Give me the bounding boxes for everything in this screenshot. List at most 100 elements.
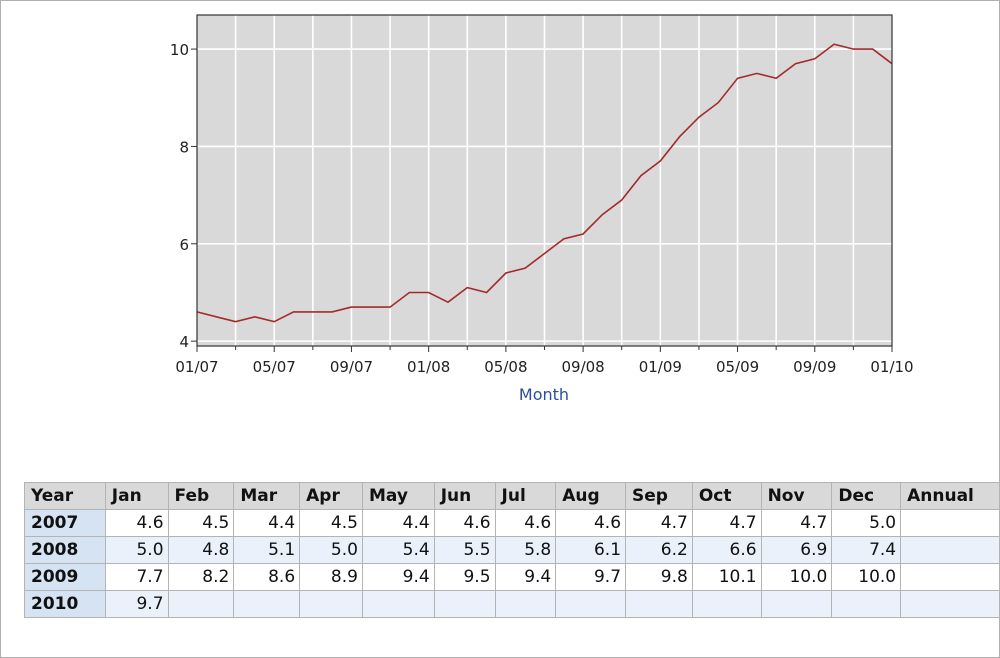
table-cell: 4.8 (167, 536, 235, 564)
column-header-jan: Jan (104, 482, 169, 510)
table-cell: 4.7 (691, 509, 762, 537)
table-cell: 5.1 (233, 536, 301, 564)
table-cell: 8.2 (167, 563, 235, 591)
x-tick-label: 01/07 (175, 358, 218, 376)
data-point (544, 253, 546, 255)
x-tick-label: 05/09 (716, 358, 759, 376)
table-cell: 4.7 (760, 509, 833, 537)
table-cell: 7.4 (831, 536, 902, 564)
y-tick-label: 8 (179, 138, 189, 156)
table-cell: 4.6 (104, 509, 169, 537)
x-tick-label: 05/07 (253, 358, 296, 376)
grid-lines (197, 15, 892, 346)
table-cell (900, 536, 1000, 564)
table-cell: 6.6 (691, 536, 762, 564)
table-cell: 4.6 (433, 509, 496, 537)
table-cell: 4.7 (625, 509, 693, 537)
data-point (659, 160, 661, 162)
row-year-label: 2010 (24, 590, 106, 618)
table-row: 2010 9.7 (24, 590, 1000, 618)
table-cell: 5.0 (104, 536, 169, 564)
x-tick-label: 09/07 (330, 358, 373, 376)
data-point (505, 272, 507, 274)
data-point (370, 306, 372, 308)
data-point (350, 306, 352, 308)
table-cell: 5.0 (831, 509, 902, 537)
table-cell: 7.7 (104, 563, 169, 591)
data-point (756, 72, 758, 74)
table-cell: 9.7 (104, 590, 169, 618)
column-header-may: May (361, 482, 435, 510)
table-cell: 4.6 (555, 509, 627, 537)
table-cell: 9.5 (433, 563, 496, 591)
table-row: 2008 5.0 4.8 5.1 5.0 5.4 5.5 5.8 6.1 6.2 6.6 6.9 7.4 (24, 536, 1000, 564)
column-header-annual: Annual (900, 482, 1000, 510)
data-point (447, 301, 449, 303)
data-point (814, 58, 816, 60)
column-header-aug: Aug (555, 482, 627, 510)
x-axis-label: Month (519, 385, 569, 404)
table-cell: 5.5 (433, 536, 496, 564)
table-cell: 6.9 (760, 536, 833, 564)
table-cell (299, 590, 363, 618)
y-tick-label: 10 (170, 41, 189, 59)
column-header-year: Year (24, 482, 106, 510)
row-year-label: 2007 (24, 509, 106, 537)
x-axis-ticks: 01/07 05/07 09/07 01/08 05/08 09/08 01/09 05/09… (175, 346, 914, 376)
row-year-label: 2008 (24, 536, 106, 564)
data-point (679, 136, 681, 138)
column-header-jun: Jun (433, 482, 496, 510)
series-line (196, 43, 893, 323)
table-cell: 4.4 (361, 509, 435, 537)
table-cell: 4.5 (299, 509, 363, 537)
data-point (794, 63, 796, 65)
data-point (524, 267, 526, 269)
data-point (215, 316, 217, 318)
column-header-oct: Oct (691, 482, 762, 510)
table-cell: 5.8 (494, 536, 557, 564)
table-cell: 4.4 (233, 509, 301, 537)
table-cell (760, 590, 833, 618)
table-cell (555, 590, 627, 618)
data-point (486, 291, 488, 293)
column-header-apr: Apr (299, 482, 363, 510)
table-cell: 5.0 (299, 536, 363, 564)
data-point (640, 175, 642, 177)
table-cell (361, 590, 435, 618)
table-row: 2009 7.7 8.2 8.6 8.9 9.4 9.5 9.4 9.7 9.8 10.1 10.0 1… (24, 563, 1000, 591)
table-cell (625, 590, 693, 618)
table-cell (900, 590, 1000, 618)
table-cell (691, 590, 762, 618)
data-point (872, 48, 874, 50)
table-cell: 6.2 (625, 536, 693, 564)
data-point (717, 102, 719, 104)
table-header-row: Year Jan Feb Mar Apr May Jun Jul Aug Sep Oct Nov Dec… (24, 482, 1000, 510)
table-cell: 10.0 (831, 563, 902, 591)
data-point (601, 214, 603, 216)
data-point (235, 321, 237, 323)
data-point (331, 311, 333, 313)
table-row: 2007 4.6 4.5 4.4 4.5 4.4 4.6 4.6 4.6 4.7 4.7 4.7 5.0 (24, 509, 1000, 537)
x-tick-label: 09/08 (561, 358, 604, 376)
data-point (833, 43, 835, 45)
data-point (737, 77, 739, 79)
y-axis-ticks: 4 6 8 10 (170, 41, 197, 351)
data-point (254, 316, 256, 318)
table-cell (167, 590, 235, 618)
x-tick-label: 05/08 (484, 358, 527, 376)
table-cell (831, 590, 902, 618)
column-header-dec: Dec (831, 482, 902, 510)
column-header-nov: Nov (760, 482, 833, 510)
column-header-sep: Sep (625, 482, 693, 510)
data-point (852, 48, 854, 50)
column-header-jul: Jul (494, 482, 557, 510)
row-year-label: 2009 (24, 563, 106, 591)
table-cell (900, 509, 1000, 537)
table-cell: 9.4 (494, 563, 557, 591)
x-tick-label: 01/08 (407, 358, 450, 376)
table-cell: 5.4 (361, 536, 435, 564)
data-point (312, 311, 314, 313)
unemployment-data-table: Year Jan Feb Mar Apr May Jun Jul Aug Sep Oct Nov Dec… (24, 482, 1000, 618)
table-cell: 4.6 (494, 509, 557, 537)
